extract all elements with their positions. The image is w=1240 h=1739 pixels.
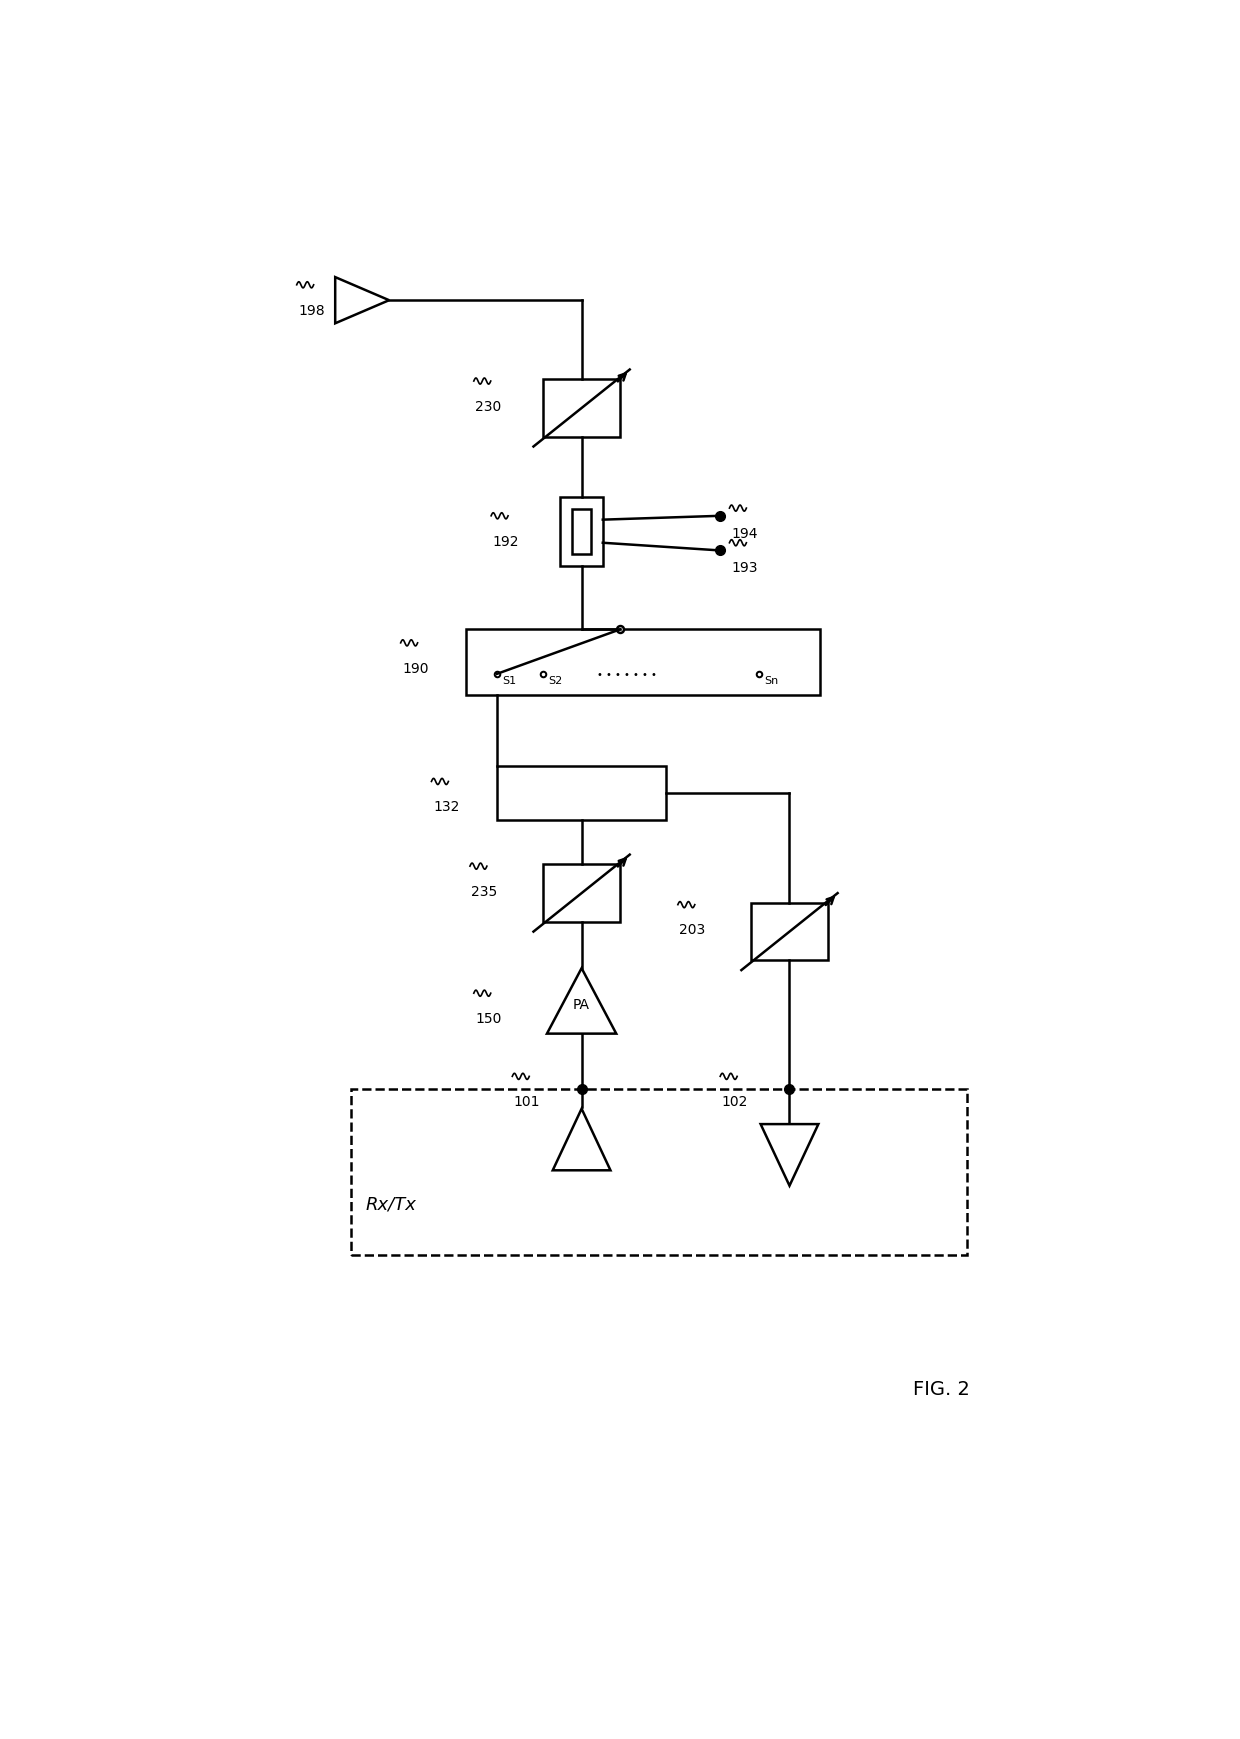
- Text: 101: 101: [513, 1094, 541, 1108]
- Bar: [497, 767, 666, 821]
- Text: 230: 230: [475, 400, 502, 414]
- Bar: [466, 630, 821, 696]
- Text: 203: 203: [680, 923, 706, 937]
- Text: 198: 198: [299, 303, 325, 316]
- Bar: [543, 864, 620, 922]
- Text: 193: 193: [730, 562, 758, 576]
- Text: 194: 194: [730, 527, 758, 541]
- Text: 235: 235: [471, 885, 497, 899]
- Bar: [351, 1090, 967, 1256]
- Bar: [543, 379, 620, 438]
- Bar: [560, 497, 603, 567]
- Text: PA: PA: [573, 998, 590, 1012]
- Text: Rx/Tx: Rx/Tx: [366, 1195, 417, 1214]
- Bar: [751, 903, 828, 962]
- Text: S2: S2: [548, 676, 563, 685]
- Text: 102: 102: [722, 1094, 748, 1108]
- Text: S1: S1: [502, 676, 516, 685]
- Text: Sn: Sn: [764, 676, 779, 685]
- Text: 132: 132: [433, 800, 459, 814]
- Text: 190: 190: [402, 661, 429, 675]
- Text: 192: 192: [492, 534, 520, 548]
- Bar: [572, 510, 591, 555]
- Text: • • • • • • •: • • • • • • •: [596, 670, 657, 680]
- Text: 150: 150: [475, 1012, 502, 1026]
- Text: FIG. 2: FIG. 2: [913, 1379, 970, 1398]
